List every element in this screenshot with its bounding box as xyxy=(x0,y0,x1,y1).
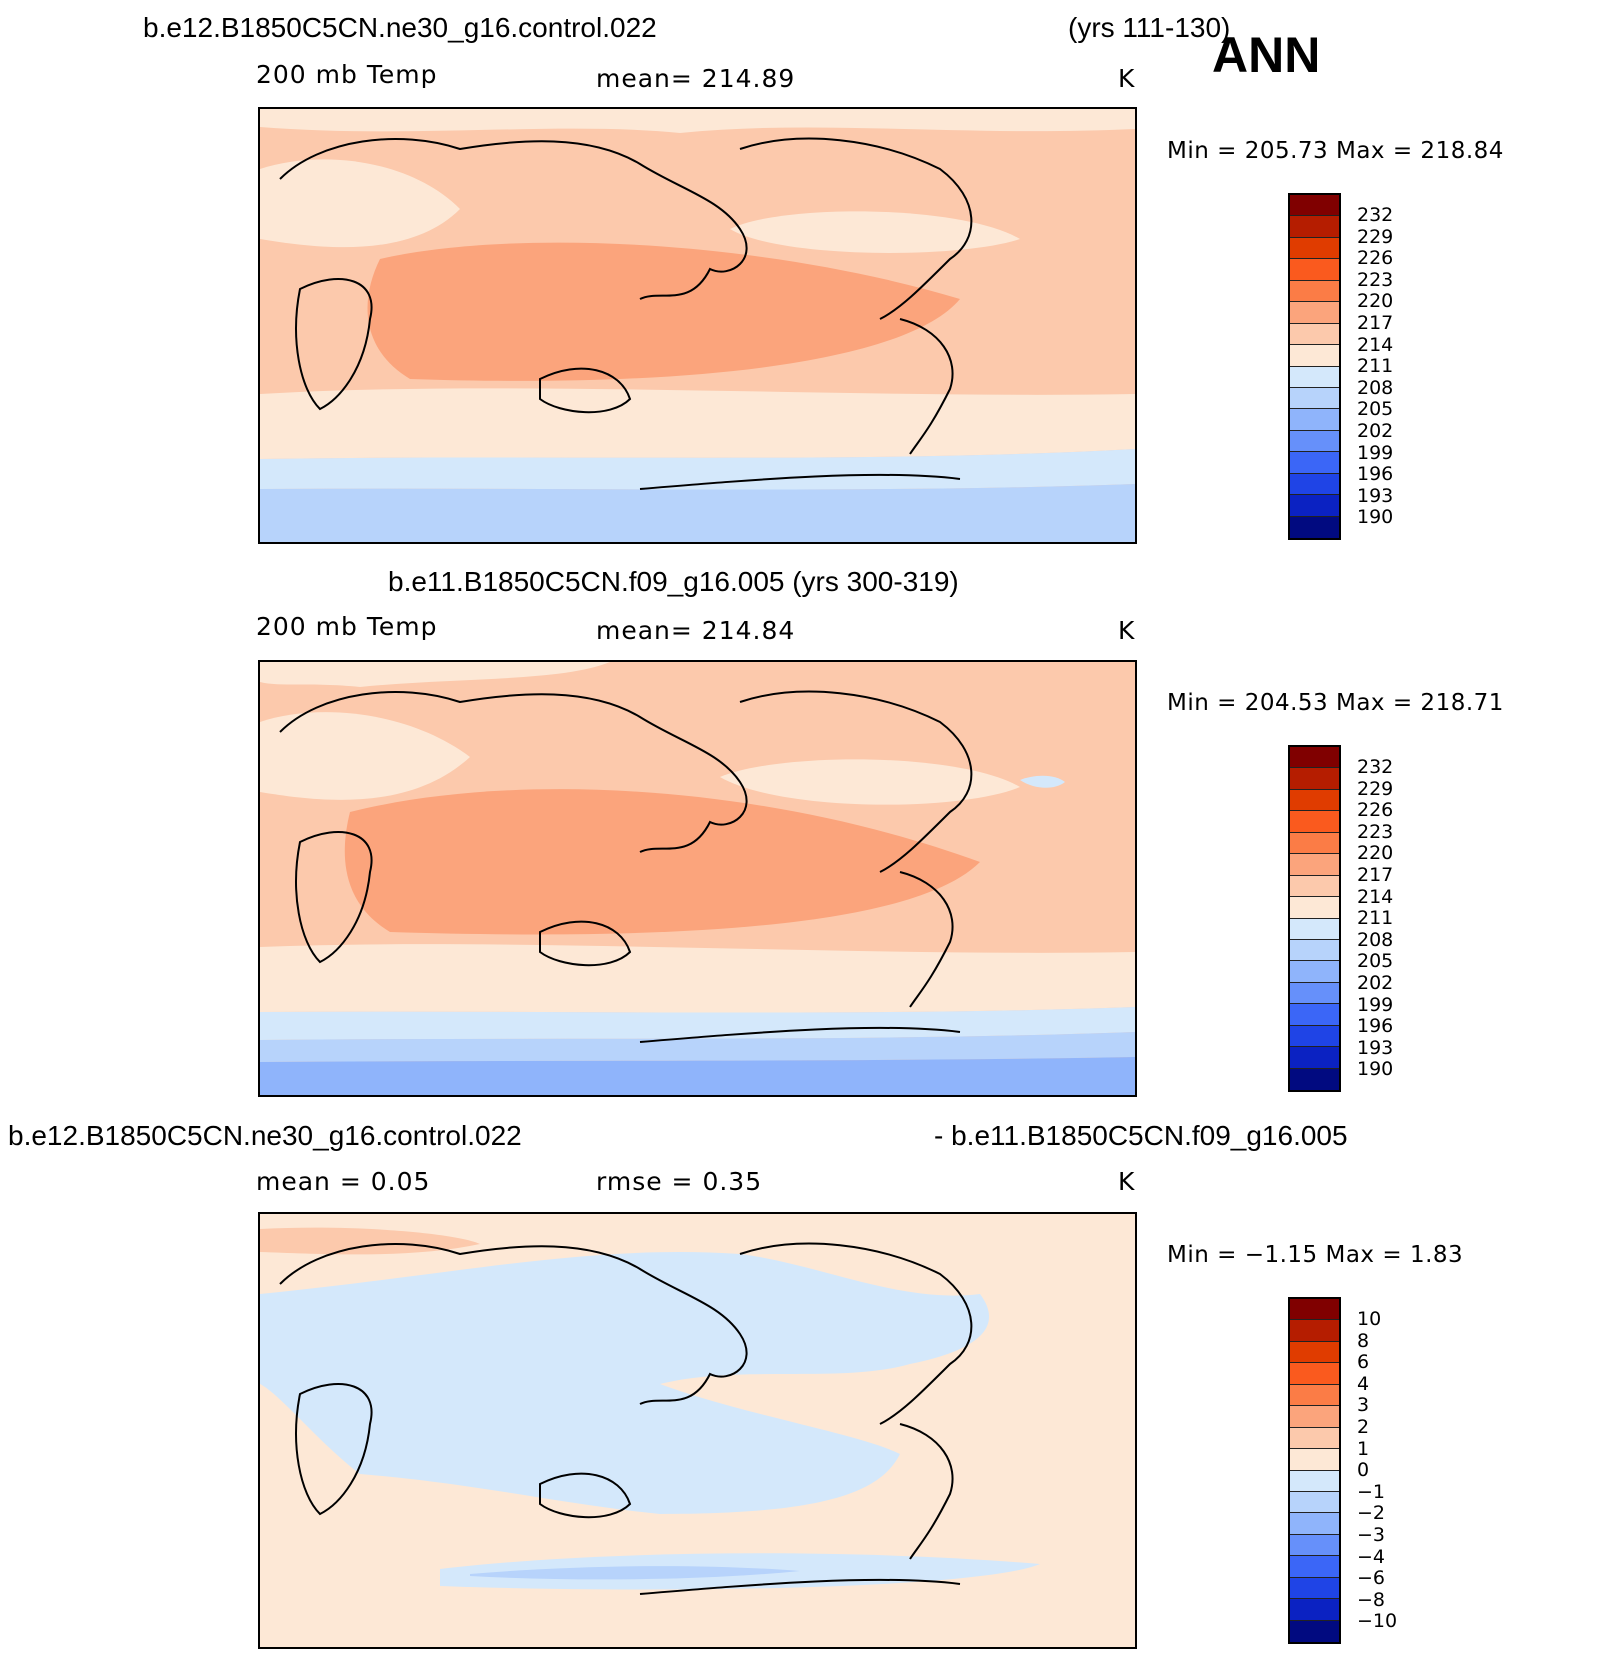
panel2-variable: 200 mb Temp xyxy=(256,612,438,641)
colorbar-tick: 208 xyxy=(1357,376,1394,399)
colorbar-tick: 10 xyxy=(1357,1308,1382,1330)
colorbar-tick: 199 xyxy=(1357,441,1394,464)
colorbar-tick: 205 xyxy=(1357,398,1394,421)
colorbar-tick: 2 xyxy=(1357,1416,1370,1438)
colorbar-tick: −1 xyxy=(1357,1480,1386,1503)
colorbar-tick: 223 xyxy=(1357,820,1394,843)
panel1-southern-band xyxy=(260,388,1135,459)
panel1-years-title: (yrs 111-130) xyxy=(1068,12,1231,43)
colorbar-tick: 232 xyxy=(1357,756,1394,778)
colorbar-tick: 205 xyxy=(1357,950,1394,973)
colorbar-tick: −10 xyxy=(1357,1610,1398,1633)
panel1-coastlines xyxy=(279,137,973,490)
panel1-arctic-cool xyxy=(260,109,1135,133)
panel2-atlantic-cool-spot xyxy=(1020,775,1065,788)
panel1-tropics-warm xyxy=(367,242,960,381)
panel1-antarctic-edge xyxy=(260,449,1135,490)
colorbar-tick: −2 xyxy=(1357,1502,1386,1525)
colorbar-tick: 202 xyxy=(1357,972,1394,994)
panel1-colorbar xyxy=(1288,193,1341,540)
panel2-tropics-warm xyxy=(344,789,981,935)
panel2-arctic-cool xyxy=(260,662,610,687)
panel2-colorbar xyxy=(1288,745,1341,1092)
colorbar-tick: 211 xyxy=(1357,907,1394,930)
panel3-map xyxy=(258,1212,1137,1649)
panel2-minmax: Min = 204.53 Max = 218.71 xyxy=(1167,690,1504,716)
panel1-case-title: b.e12.B1850C5CN.ne30_g16.control.022 xyxy=(143,12,657,43)
panel3-map-svg xyxy=(260,1214,1135,1647)
panel2-antarctic-band xyxy=(260,1032,1135,1062)
colorbar-tick: 3 xyxy=(1357,1394,1370,1417)
colorbar-tick: 220 xyxy=(1357,290,1394,313)
colorbar-tick: 223 xyxy=(1357,268,1394,291)
panel3-antarctic-positive xyxy=(260,1602,1135,1647)
colorbar-tick: 217 xyxy=(1357,864,1394,886)
colorbar-tick: 199 xyxy=(1357,993,1394,1016)
colorbar-tick: 193 xyxy=(1357,1036,1394,1059)
panel2-npacific-cool xyxy=(720,759,1020,805)
colorbar-tick: 217 xyxy=(1357,312,1394,334)
panel3-npacific-negative xyxy=(580,1299,880,1338)
panel3-units: K xyxy=(1118,1167,1136,1196)
panel3-rmse: rmse = 0.35 xyxy=(596,1167,763,1196)
panel1-mean: mean= 214.89 xyxy=(596,64,796,93)
colorbar-tick: 190 xyxy=(1357,1058,1394,1081)
colorbar-tick: 226 xyxy=(1357,799,1394,822)
colorbar-tick: 229 xyxy=(1357,777,1394,800)
panel2-eurasia-cool xyxy=(260,712,470,800)
panel2-map-svg xyxy=(260,662,1135,1095)
colorbar-tick: 0 xyxy=(1357,1459,1370,1482)
panel1-map xyxy=(258,107,1137,544)
panel2-map xyxy=(258,660,1137,1097)
panel1-variable: 200 mb Temp xyxy=(256,60,438,89)
panel2-units: K xyxy=(1118,616,1136,645)
panel3-minmax: Min = −1.15 Max = 1.83 xyxy=(1167,1242,1464,1268)
colorbar-tick: −6 xyxy=(1357,1567,1386,1590)
panel2-southern-band xyxy=(260,944,1135,1013)
panel3-case-title: b.e12.B1850C5CN.ne30_g16.control.022 xyxy=(8,1120,522,1151)
colorbar-tick: 196 xyxy=(1357,1015,1394,1038)
panel1-antarctic-cold xyxy=(260,484,1135,542)
panel1-eurasia-cool xyxy=(260,159,460,248)
colorbar-tick: −4 xyxy=(1357,1545,1386,1568)
colorbar-tick: 226 xyxy=(1357,247,1394,270)
colorbar-tick: 196 xyxy=(1357,463,1394,486)
panel1-minmax: Min = 205.73 Max = 218.84 xyxy=(1167,138,1504,164)
panel2-antarctic-edge xyxy=(260,1007,1135,1040)
colorbar-tick: 6 xyxy=(1357,1351,1370,1374)
panel2-antarctic-cold xyxy=(260,1057,1135,1095)
panel1-npacific-cool xyxy=(730,211,1020,253)
panel3-arctic-warm xyxy=(260,1227,480,1255)
panel3-southern-negative-core xyxy=(470,1566,800,1580)
colorbar-tick: 229 xyxy=(1357,225,1394,248)
colorbar-tick: 202 xyxy=(1357,420,1394,442)
panel2-coastlines xyxy=(279,690,973,1043)
panel3-colorbar xyxy=(1288,1297,1341,1644)
colorbar-tick: 214 xyxy=(1357,333,1394,356)
colorbar-tick: −3 xyxy=(1357,1524,1386,1546)
panel3-diff-title: - b.e11.B1850C5CN.f09_g16.005 xyxy=(934,1120,1348,1151)
colorbar-tick: 232 xyxy=(1357,204,1394,226)
colorbar-tick: 220 xyxy=(1357,842,1394,865)
colorbar-tick: 208 xyxy=(1357,928,1394,951)
colorbar-tick: 4 xyxy=(1357,1372,1370,1395)
colorbar-tick: 211 xyxy=(1357,355,1394,378)
colorbar-tick: 1 xyxy=(1357,1437,1370,1460)
panel2-mean: mean= 214.84 xyxy=(596,616,796,645)
colorbar-tick: 214 xyxy=(1357,885,1394,908)
panel3-mean: mean = 0.05 xyxy=(256,1167,431,1196)
panel1-map-svg xyxy=(260,109,1135,542)
colorbar-tick: 190 xyxy=(1357,506,1394,529)
season-label: ANN xyxy=(1212,27,1321,83)
colorbar-tick: 8 xyxy=(1357,1329,1370,1352)
colorbar-tick: 193 xyxy=(1357,484,1394,507)
colorbar-tick: −8 xyxy=(1357,1588,1386,1611)
panel2-case-title: b.e11.B1850C5CN.f09_g16.005 (yrs 300-319… xyxy=(388,566,959,597)
panel3-coastlines xyxy=(279,1242,973,1595)
panel1-units: K xyxy=(1118,64,1136,93)
